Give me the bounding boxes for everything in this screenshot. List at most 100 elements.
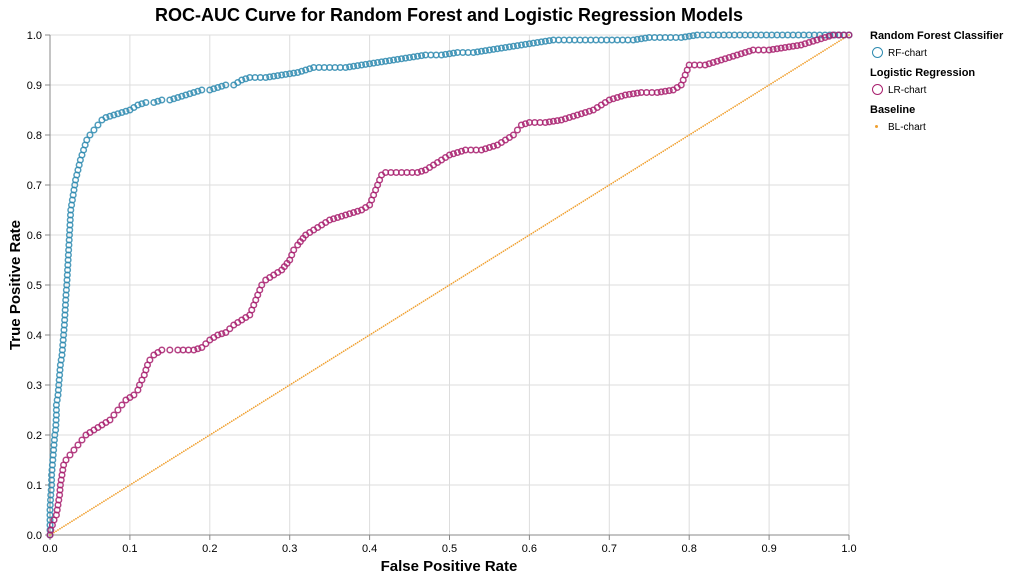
lr-point bbox=[721, 55, 729, 63]
baseline-point bbox=[802, 62, 804, 65]
baseline-point bbox=[264, 399, 267, 401]
baseline-point bbox=[470, 270, 473, 273]
rf-point bbox=[477, 47, 486, 55]
baseline-point bbox=[426, 297, 429, 300]
rf-point bbox=[134, 101, 142, 109]
lr-point bbox=[545, 118, 553, 126]
rf-point bbox=[302, 66, 310, 74]
rf-point bbox=[402, 54, 410, 62]
baseline-point bbox=[612, 181, 615, 184]
lr-point bbox=[445, 151, 454, 159]
baseline-point bbox=[188, 446, 191, 449]
rf-point bbox=[406, 53, 414, 62]
baseline-point bbox=[588, 196, 591, 199]
baseline-point bbox=[614, 180, 617, 183]
legend-group-lr: Logistic Regression LR-chart bbox=[866, 67, 1006, 98]
baseline-point bbox=[202, 437, 205, 440]
baseline-point bbox=[218, 427, 221, 430]
baseline-point bbox=[312, 369, 315, 371]
baseline-point bbox=[364, 336, 367, 339]
rf-point bbox=[481, 47, 490, 55]
baseline-point bbox=[204, 436, 207, 439]
lr-point bbox=[621, 91, 629, 99]
axes: 0.0 0.1 0.2 0.3 0.4 0.5 0.6 0.7 0.8 0.9 1.0 0.0 0.1 0… bbox=[27, 30, 857, 555]
baseline-point bbox=[760, 89, 763, 91]
baseline-point bbox=[288, 384, 291, 386]
baseline-point bbox=[390, 320, 393, 323]
baseline-point bbox=[484, 261, 487, 264]
baseline-point bbox=[566, 210, 569, 213]
baseline-point bbox=[121, 489, 123, 491]
baseline-point bbox=[704, 124, 707, 126]
baseline-point bbox=[418, 302, 421, 305]
baseline-point bbox=[174, 455, 177, 458]
baseline-point bbox=[136, 479, 139, 481]
lr-point bbox=[625, 90, 633, 98]
baseline-point bbox=[544, 224, 547, 226]
baseline-point bbox=[724, 111, 727, 114]
baseline-point bbox=[69, 521, 71, 524]
lr-point bbox=[817, 35, 825, 43]
baseline-point bbox=[640, 164, 643, 166]
baseline-point bbox=[450, 282, 453, 285]
baseline-point bbox=[374, 330, 377, 333]
lr-point bbox=[449, 150, 458, 158]
rf-point bbox=[382, 57, 390, 65]
baseline-point bbox=[836, 41, 838, 44]
baseline-point bbox=[240, 414, 243, 416]
baseline-point bbox=[494, 255, 497, 258]
baseline-point bbox=[676, 141, 679, 144]
baseline-point bbox=[294, 380, 297, 383]
baseline-point bbox=[664, 149, 667, 151]
rf-point bbox=[529, 39, 537, 47]
baseline-point bbox=[552, 219, 555, 221]
lr-point bbox=[74, 441, 82, 449]
rf-point bbox=[417, 52, 426, 60]
baseline-point bbox=[252, 406, 255, 409]
lr-point bbox=[665, 87, 673, 95]
baseline-point bbox=[322, 362, 325, 365]
baseline-point bbox=[85, 511, 87, 514]
rf-point bbox=[122, 107, 130, 115]
lr-point bbox=[797, 41, 805, 49]
rf-point bbox=[821, 31, 829, 39]
baseline-point bbox=[77, 516, 79, 519]
rf-point bbox=[374, 58, 382, 67]
baseline-point bbox=[214, 430, 217, 433]
lr-point bbox=[801, 40, 809, 48]
baseline-point bbox=[650, 157, 653, 160]
rf-point bbox=[270, 72, 278, 80]
baseline-point bbox=[182, 450, 185, 453]
baseline-point bbox=[109, 496, 111, 499]
baseline-point bbox=[95, 505, 97, 508]
rf-point bbox=[473, 48, 482, 56]
baseline-point bbox=[270, 395, 273, 398]
baseline-point bbox=[462, 275, 465, 278]
chart-title: ROC-AUC Curve for Random Forest and Logi… bbox=[155, 5, 743, 25]
rf-point bbox=[186, 90, 194, 98]
lr-point bbox=[569, 112, 577, 120]
rf-point bbox=[298, 67, 306, 75]
baseline-point bbox=[538, 227, 541, 230]
baseline-point bbox=[400, 314, 403, 316]
rf-point bbox=[294, 68, 302, 77]
baseline-point bbox=[496, 254, 499, 256]
rf-point bbox=[354, 62, 362, 70]
lr-point bbox=[110, 411, 118, 419]
baseline-point bbox=[210, 432, 213, 435]
baseline-point bbox=[352, 344, 355, 346]
baseline-point bbox=[698, 127, 701, 130]
baseline-point bbox=[832, 44, 834, 46]
rf-point bbox=[362, 60, 370, 68]
rf-point bbox=[198, 86, 206, 94]
rf-point bbox=[633, 35, 641, 43]
rf-point bbox=[629, 36, 637, 44]
baseline-point bbox=[584, 199, 587, 201]
lr-point bbox=[785, 43, 793, 51]
lr-point bbox=[130, 391, 138, 399]
baseline-point bbox=[89, 509, 91, 511]
baseline-point bbox=[228, 421, 231, 424]
baseline-point bbox=[762, 87, 765, 90]
lr-point bbox=[513, 126, 521, 134]
